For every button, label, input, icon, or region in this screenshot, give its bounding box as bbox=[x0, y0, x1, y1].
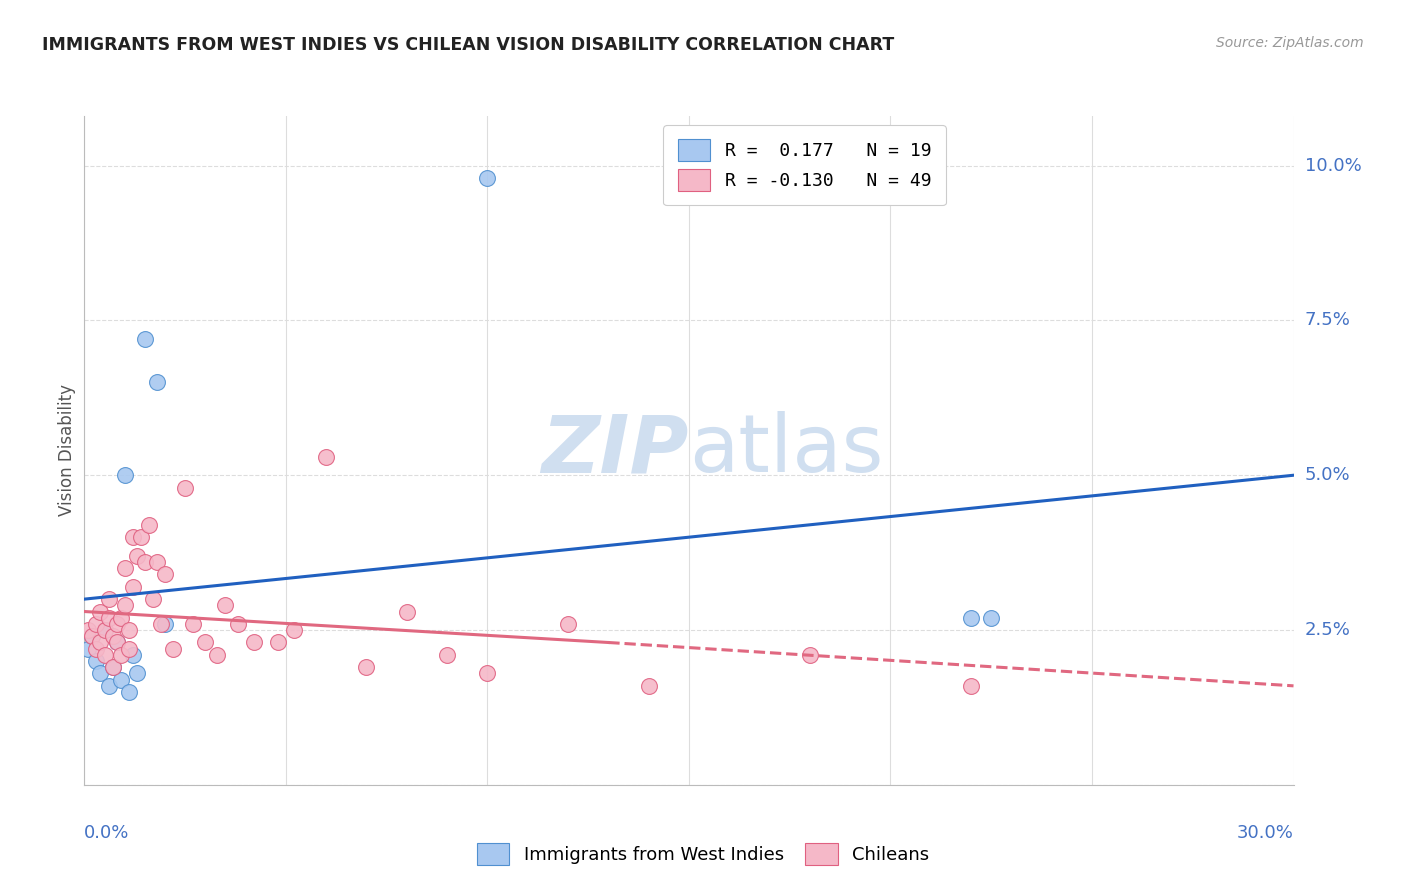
Point bbox=[77, 641, 100, 656]
Text: 7.5%: 7.5% bbox=[1305, 311, 1351, 329]
Point bbox=[82, 629, 104, 643]
Point bbox=[149, 616, 172, 631]
Point bbox=[89, 635, 111, 649]
Point bbox=[101, 629, 124, 643]
Text: atlas: atlas bbox=[689, 411, 883, 490]
Point bbox=[114, 599, 136, 613]
Point bbox=[162, 641, 184, 656]
Point bbox=[146, 376, 169, 390]
Point bbox=[181, 616, 204, 631]
Point bbox=[97, 592, 120, 607]
Point bbox=[283, 623, 305, 637]
Point bbox=[89, 605, 111, 619]
Legend: R =  0.177   N = 19, R = -0.130   N = 49: R = 0.177 N = 19, R = -0.130 N = 49 bbox=[664, 125, 946, 205]
Point bbox=[121, 580, 143, 594]
Point bbox=[101, 660, 124, 674]
Point bbox=[125, 666, 148, 681]
Point bbox=[93, 623, 115, 637]
Point bbox=[114, 468, 136, 483]
Point bbox=[110, 648, 132, 662]
Text: 5.0%: 5.0% bbox=[1305, 467, 1350, 484]
Point bbox=[105, 616, 128, 631]
Text: 30.0%: 30.0% bbox=[1237, 824, 1294, 842]
Point bbox=[110, 673, 132, 687]
Point bbox=[86, 641, 108, 656]
Point bbox=[174, 481, 197, 495]
Point bbox=[267, 635, 290, 649]
Text: Source: ZipAtlas.com: Source: ZipAtlas.com bbox=[1216, 36, 1364, 50]
Point bbox=[82, 629, 104, 643]
Point bbox=[125, 549, 148, 563]
Point bbox=[194, 635, 217, 649]
Point bbox=[89, 666, 111, 681]
Point bbox=[118, 623, 141, 637]
Text: ZIP: ZIP bbox=[541, 411, 689, 490]
Point bbox=[97, 611, 120, 625]
Point bbox=[214, 599, 236, 613]
Text: IMMIGRANTS FROM WEST INDIES VS CHILEAN VISION DISABILITY CORRELATION CHART: IMMIGRANTS FROM WEST INDIES VS CHILEAN V… bbox=[42, 36, 894, 54]
Y-axis label: Vision Disability: Vision Disability bbox=[58, 384, 76, 516]
Point bbox=[105, 635, 128, 649]
Point bbox=[980, 611, 1002, 625]
Point bbox=[121, 530, 143, 544]
Point bbox=[242, 635, 264, 649]
Point bbox=[93, 648, 115, 662]
Point bbox=[315, 450, 337, 464]
Point bbox=[477, 170, 499, 185]
Legend: Immigrants from West Indies, Chileans: Immigrants from West Indies, Chileans bbox=[468, 834, 938, 874]
Point bbox=[110, 611, 132, 625]
Point bbox=[477, 666, 499, 681]
Point bbox=[226, 616, 249, 631]
Text: 0.0%: 0.0% bbox=[84, 824, 129, 842]
Point bbox=[118, 685, 141, 699]
Point bbox=[395, 605, 418, 619]
Point bbox=[557, 616, 579, 631]
Point bbox=[436, 648, 458, 662]
Point bbox=[134, 332, 156, 346]
Point bbox=[960, 611, 983, 625]
Point bbox=[86, 616, 108, 631]
Text: 2.5%: 2.5% bbox=[1305, 621, 1351, 639]
Point bbox=[77, 623, 100, 637]
Point bbox=[356, 660, 378, 674]
Point bbox=[134, 555, 156, 569]
Point bbox=[960, 679, 983, 693]
Point bbox=[129, 530, 152, 544]
Point bbox=[153, 616, 176, 631]
Text: 10.0%: 10.0% bbox=[1305, 156, 1361, 175]
Point bbox=[93, 623, 115, 637]
Point bbox=[105, 635, 128, 649]
Point bbox=[637, 679, 659, 693]
Point bbox=[146, 555, 169, 569]
Point bbox=[86, 654, 108, 668]
Point bbox=[138, 517, 160, 532]
Point bbox=[142, 592, 165, 607]
Point bbox=[207, 648, 229, 662]
Point bbox=[799, 648, 821, 662]
Point bbox=[101, 660, 124, 674]
Point bbox=[114, 561, 136, 575]
Point bbox=[153, 567, 176, 582]
Point bbox=[121, 648, 143, 662]
Point bbox=[97, 679, 120, 693]
Point bbox=[118, 641, 141, 656]
